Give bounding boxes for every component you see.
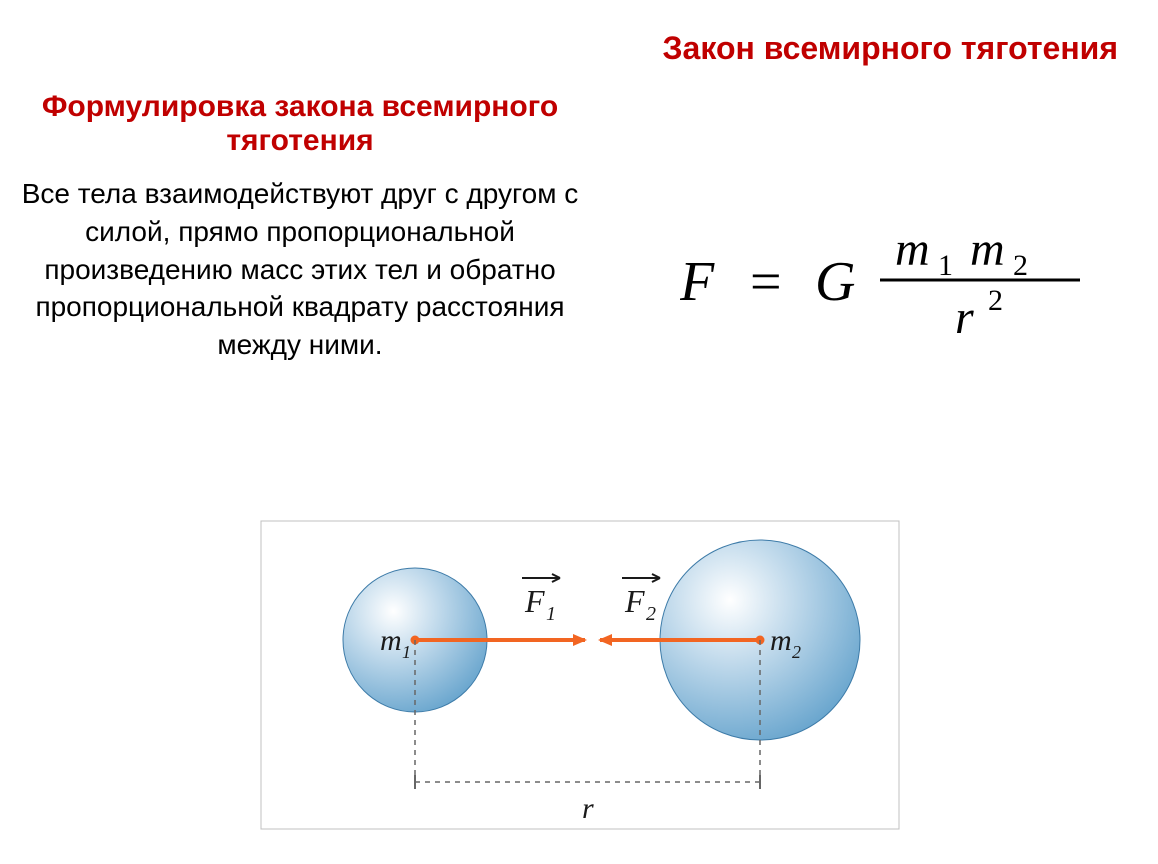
formula-m2-sub: 2 [1013,249,1028,282]
formula-m2: m [970,223,1005,276]
law-statement-text: Все тела взаимодействуют друг с другом с… [20,175,580,364]
section-subtitle: Формулировка закона всемирного тяготения [20,90,580,158]
formula-eq: = [750,251,782,313]
label-m2: m [770,624,792,657]
formula-svg-group: F = G m 1 m 2 r 2 [680,223,1080,344]
formula-m1-sub: 1 [938,249,953,282]
label-m1-sub: 1 [402,642,411,662]
gravity-diagram: m 1 m 2 F 1 F 2 r [260,520,900,830]
formula-F: F [680,251,715,313]
page-title: Закон всемирного тяготения [663,30,1119,67]
label-m1: m [380,624,402,657]
label-r: r [582,792,594,825]
gravity-formula: F = G m 1 m 2 r 2 [680,215,1100,345]
label-f2-sub: 2 [646,603,656,625]
label-f2: F [624,583,645,619]
formula-exp: 2 [988,284,1003,317]
formula-G: G [815,251,855,313]
label-f1: F [524,583,545,619]
formula-r: r [955,291,974,344]
formula-m1: m [895,223,930,276]
label-f1-sub: 1 [546,603,556,625]
label-m2-sub: 2 [792,642,801,662]
